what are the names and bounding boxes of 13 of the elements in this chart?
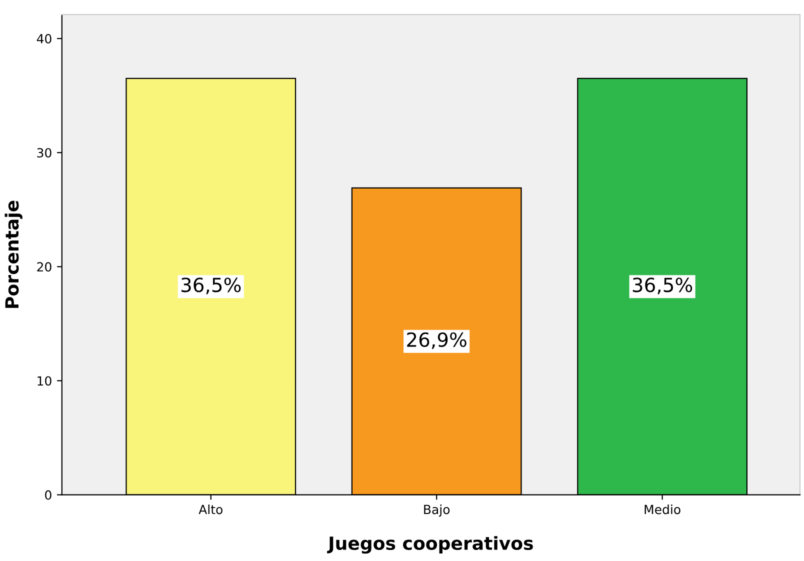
- y-tick-label: 30: [37, 148, 52, 158]
- y-tick-label: 0: [45, 490, 52, 500]
- data-label: 36,5%: [632, 278, 692, 294]
- x-tick-label: Bajo: [424, 504, 450, 517]
- data-label: 26,9%: [407, 332, 466, 350]
- y-tick-label: 10: [38, 376, 52, 386]
- y-axis-title: Porcentaje: [4, 200, 22, 308]
- x-axis-title: Juegos cooperativos: [327, 536, 533, 554]
- data-label: 36,5%: [181, 278, 241, 294]
- x-tick-label: Alto: [198, 504, 222, 514]
- y-tick-label: 20: [37, 262, 52, 272]
- x-tick-label: Medio: [644, 504, 680, 514]
- y-tick-label: 40: [36, 34, 52, 44]
